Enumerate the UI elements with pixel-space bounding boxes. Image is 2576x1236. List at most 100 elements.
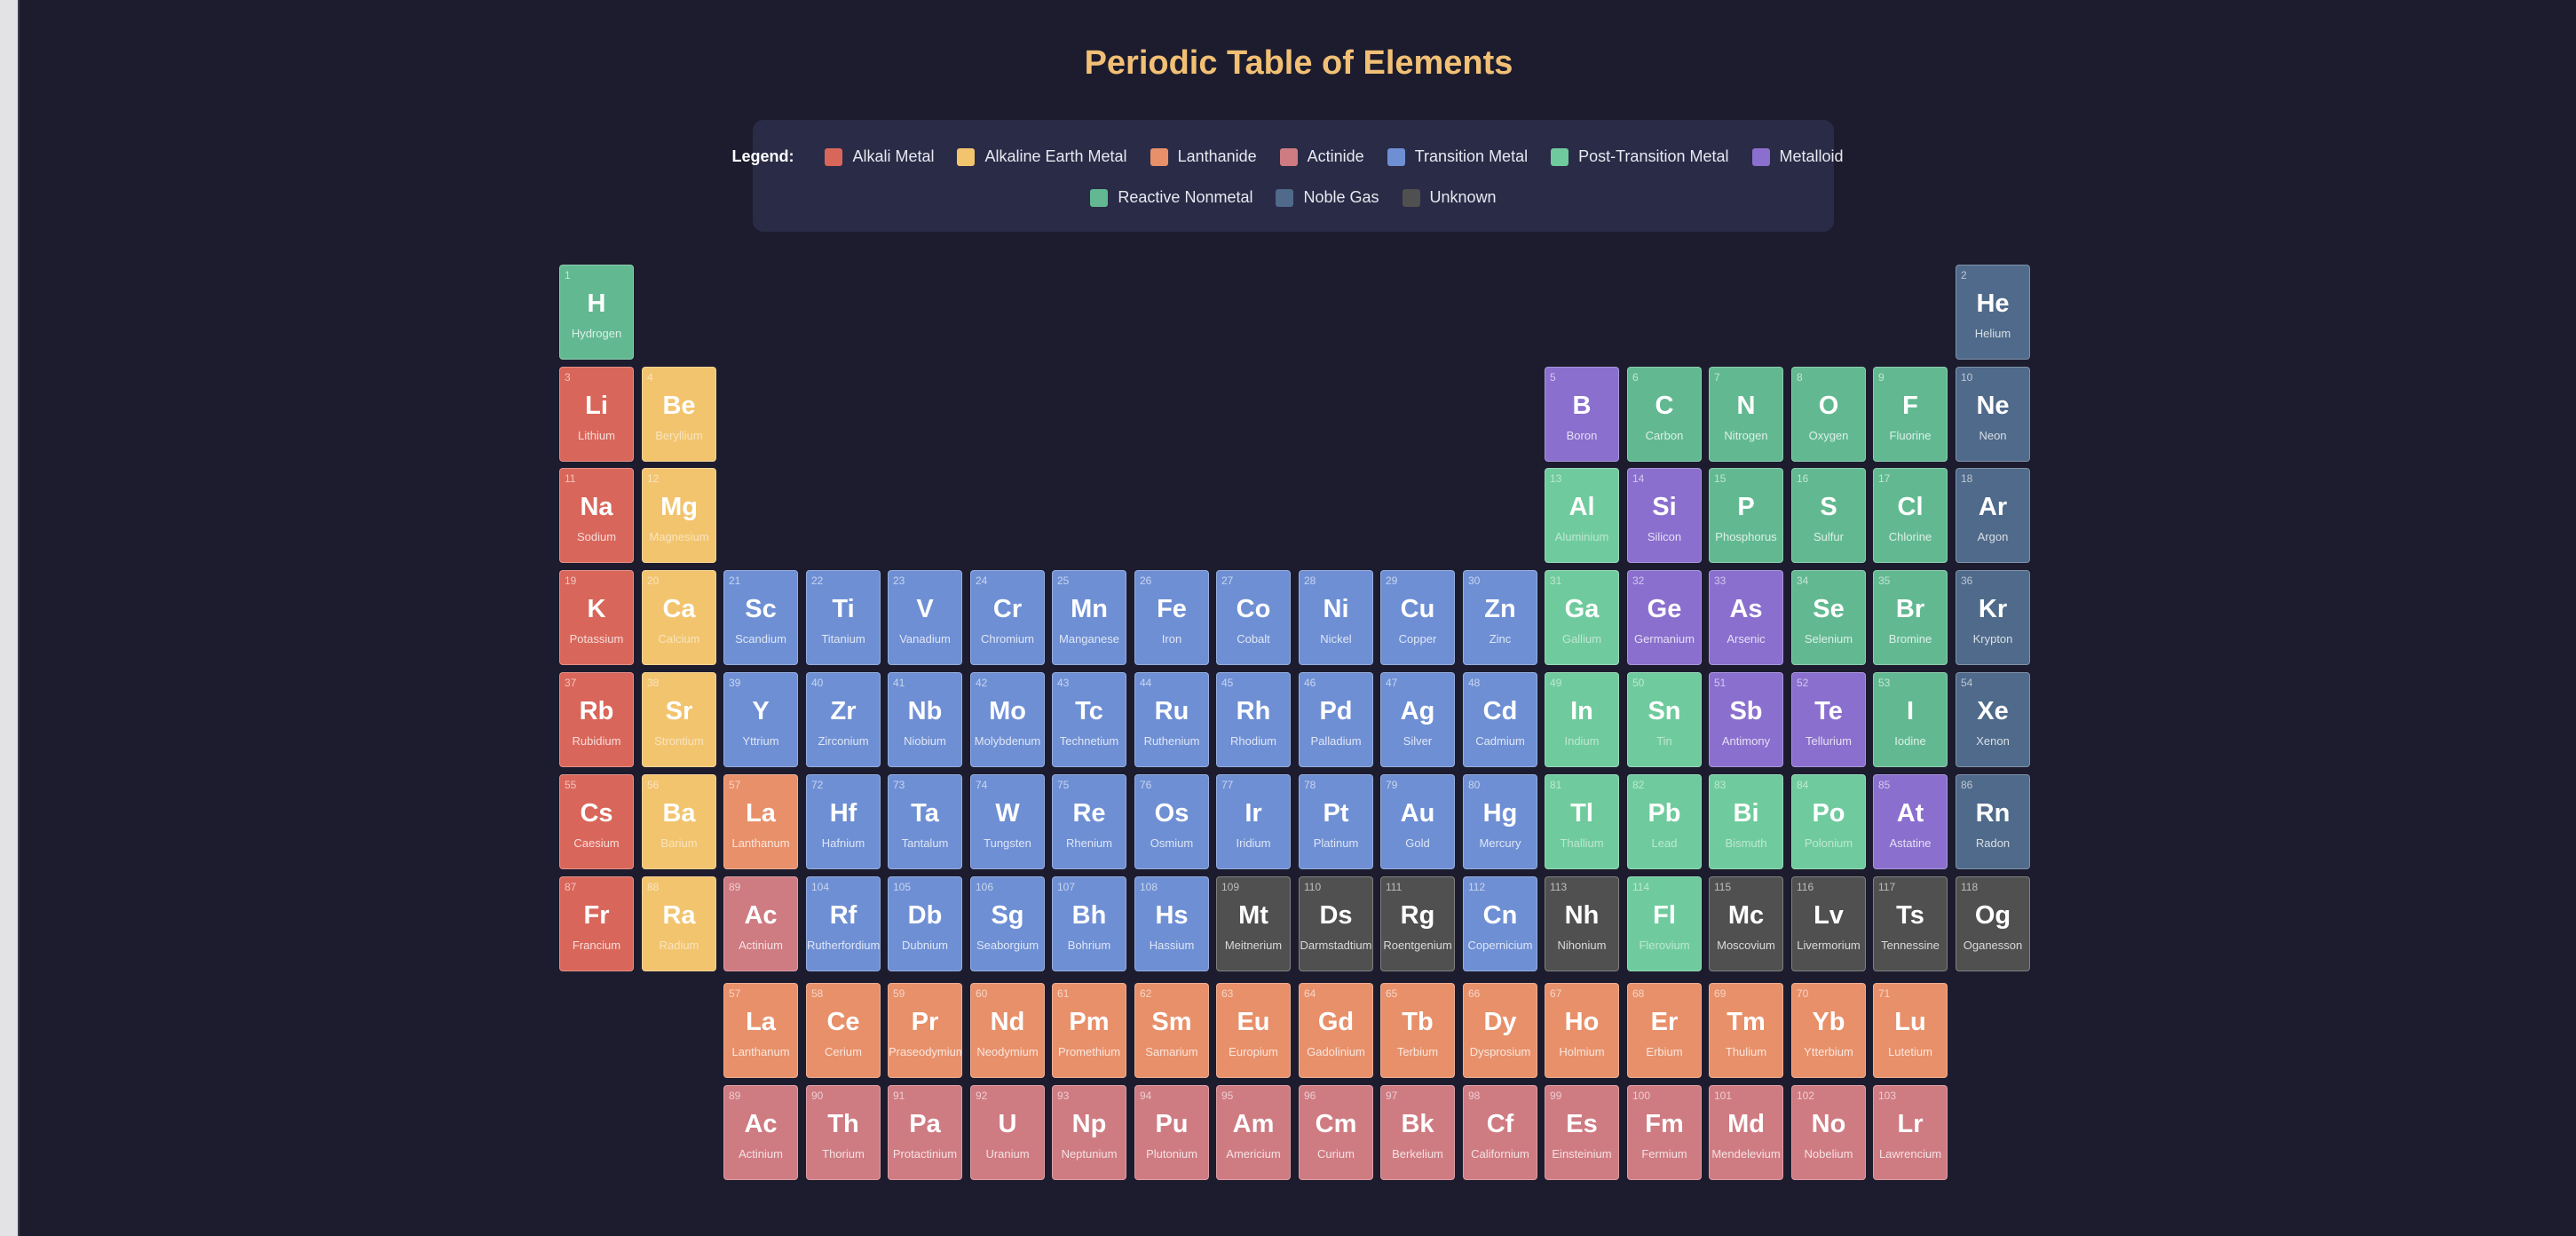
element-cell-er[interactable]: 68 Er Erbium (1627, 983, 1702, 1078)
element-cell-tb[interactable]: 65 Tb Terbium (1380, 983, 1455, 1078)
element-cell-w[interactable]: 74 W Tungsten (970, 774, 1045, 869)
element-cell-cs[interactable]: 55 Cs Caesium (559, 774, 634, 869)
element-cell-tc[interactable]: 43 Tc Technetium (1052, 672, 1126, 767)
element-cell-at[interactable]: 85 At Astatine (1873, 774, 1948, 869)
element-cell-sm[interactable]: 62 Sm Samarium (1134, 983, 1209, 1078)
element-cell-mn[interactable]: 25 Mn Manganese (1052, 570, 1126, 665)
element-cell-ca[interactable]: 20 Ca Calcium (642, 570, 716, 665)
element-cell-pd[interactable]: 46 Pd Palladium (1299, 672, 1373, 767)
element-cell-ru[interactable]: 44 Ru Ruthenium (1134, 672, 1209, 767)
element-cell-rh[interactable]: 45 Rh Rhodium (1216, 672, 1291, 767)
element-cell-mt[interactable]: 109 Mt Meitnerium (1216, 876, 1291, 971)
element-cell-i[interactable]: 53 I Iodine (1873, 672, 1948, 767)
element-cell-ac[interactable]: 89 Ac Actinium (723, 876, 798, 971)
element-cell-al[interactable]: 13 Al Aluminium (1545, 468, 1619, 563)
element-cell-re[interactable]: 75 Re Rhenium (1052, 774, 1126, 869)
element-cell-pa[interactable]: 91 Pa Protactinium (888, 1085, 962, 1180)
element-cell-am[interactable]: 95 Am Americium (1216, 1085, 1291, 1180)
element-cell-mg[interactable]: 12 Mg Magnesium (642, 468, 716, 563)
element-cell-cl[interactable]: 17 Cl Chlorine (1873, 468, 1948, 563)
element-cell-h[interactable]: 1 H Hydrogen (559, 265, 634, 360)
element-cell-u[interactable]: 92 U Uranium (970, 1085, 1045, 1180)
element-cell-hf[interactable]: 72 Hf Hafnium (806, 774, 881, 869)
element-cell-nh[interactable]: 113 Nh Nihonium (1545, 876, 1619, 971)
element-cell-bh[interactable]: 107 Bh Bohrium (1052, 876, 1126, 971)
element-cell-xe[interactable]: 54 Xe Xenon (1956, 672, 2030, 767)
element-cell-pb[interactable]: 82 Pb Lead (1627, 774, 1702, 869)
element-cell-ne[interactable]: 10 Ne Neon (1956, 367, 2030, 462)
element-cell-o[interactable]: 8 O Oxygen (1791, 367, 1866, 462)
element-cell-ge[interactable]: 32 Ge Germanium (1627, 570, 1702, 665)
element-cell-s[interactable]: 16 S Sulfur (1791, 468, 1866, 563)
element-cell-db[interactable]: 105 Db Dubnium (888, 876, 962, 971)
element-cell-ta[interactable]: 73 Ta Tantalum (888, 774, 962, 869)
element-cell-cn[interactable]: 112 Cn Copernicium (1463, 876, 1537, 971)
element-cell-n[interactable]: 7 N Nitrogen (1709, 367, 1783, 462)
element-cell-c[interactable]: 6 C Carbon (1627, 367, 1702, 462)
element-cell-hs[interactable]: 108 Hs Hassium (1134, 876, 1209, 971)
element-cell-ni[interactable]: 28 Ni Nickel (1299, 570, 1373, 665)
element-cell-cr[interactable]: 24 Cr Chromium (970, 570, 1045, 665)
element-cell-cd[interactable]: 48 Cd Cadmium (1463, 672, 1537, 767)
element-cell-ga[interactable]: 31 Ga Gallium (1545, 570, 1619, 665)
element-cell-co[interactable]: 27 Co Cobalt (1216, 570, 1291, 665)
element-cell-ra[interactable]: 88 Ra Radium (642, 876, 716, 971)
element-cell-ar[interactable]: 18 Ar Argon (1956, 468, 2030, 563)
element-cell-cm[interactable]: 96 Cm Curium (1299, 1085, 1373, 1180)
element-cell-sn[interactable]: 50 Sn Tin (1627, 672, 1702, 767)
element-cell-hg[interactable]: 80 Hg Mercury (1463, 774, 1537, 869)
element-cell-sc[interactable]: 21 Sc Scandium (723, 570, 798, 665)
element-cell-nb[interactable]: 41 Nb Niobium (888, 672, 962, 767)
element-cell-au[interactable]: 79 Au Gold (1380, 774, 1455, 869)
element-cell-as[interactable]: 33 As Arsenic (1709, 570, 1783, 665)
element-cell-sb[interactable]: 51 Sb Antimony (1709, 672, 1783, 767)
element-cell-fm[interactable]: 100 Fm Fermium (1627, 1085, 1702, 1180)
element-cell-na[interactable]: 11 Na Sodium (559, 468, 634, 563)
element-cell-lr[interactable]: 103 Lr Lawrencium (1873, 1085, 1948, 1180)
element-cell-yb[interactable]: 70 Yb Ytterbium (1791, 983, 1866, 1078)
element-cell-f[interactable]: 9 F Fluorine (1873, 367, 1948, 462)
element-cell-rn[interactable]: 86 Rn Radon (1956, 774, 2030, 869)
element-cell-zn[interactable]: 30 Zn Zinc (1463, 570, 1537, 665)
element-cell-br[interactable]: 35 Br Bromine (1873, 570, 1948, 665)
element-cell-ce[interactable]: 58 Ce Cerium (806, 983, 881, 1078)
element-cell-ac[interactable]: 89 Ac Actinium (723, 1085, 798, 1180)
element-cell-p[interactable]: 15 P Phosphorus (1709, 468, 1783, 563)
element-cell-ir[interactable]: 77 Ir Iridium (1216, 774, 1291, 869)
element-cell-np[interactable]: 93 Np Neptunium (1052, 1085, 1126, 1180)
element-cell-in[interactable]: 49 In Indium (1545, 672, 1619, 767)
element-cell-md[interactable]: 101 Md Mendelevium (1709, 1085, 1783, 1180)
element-cell-po[interactable]: 84 Po Polonium (1791, 774, 1866, 869)
element-cell-bk[interactable]: 97 Bk Berkelium (1380, 1085, 1455, 1180)
element-cell-ts[interactable]: 117 Ts Tennessine (1873, 876, 1948, 971)
element-cell-rg[interactable]: 111 Rg Roentgenium (1380, 876, 1455, 971)
element-cell-pm[interactable]: 61 Pm Promethium (1052, 983, 1126, 1078)
element-cell-dy[interactable]: 66 Dy Dysprosium (1463, 983, 1537, 1078)
element-cell-gd[interactable]: 64 Gd Gadolinium (1299, 983, 1373, 1078)
element-cell-tl[interactable]: 81 Tl Thallium (1545, 774, 1619, 869)
element-cell-ds[interactable]: 110 Ds Darmstadtium (1299, 876, 1373, 971)
element-cell-b[interactable]: 5 B Boron (1545, 367, 1619, 462)
element-cell-cf[interactable]: 98 Cf Californium (1463, 1085, 1537, 1180)
element-cell-rf[interactable]: 104 Rf Rutherfordium (806, 876, 881, 971)
element-cell-sg[interactable]: 106 Sg Seaborgium (970, 876, 1045, 971)
element-cell-zr[interactable]: 40 Zr Zirconium (806, 672, 881, 767)
element-cell-y[interactable]: 39 Y Yttrium (723, 672, 798, 767)
element-cell-bi[interactable]: 83 Bi Bismuth (1709, 774, 1783, 869)
element-cell-la[interactable]: 57 La Lanthanum (723, 774, 798, 869)
element-cell-ag[interactable]: 47 Ag Silver (1380, 672, 1455, 767)
element-cell-sr[interactable]: 38 Sr Strontium (642, 672, 716, 767)
element-cell-la[interactable]: 57 La Lanthanum (723, 983, 798, 1078)
element-cell-nd[interactable]: 60 Nd Neodymium (970, 983, 1045, 1078)
element-cell-kr[interactable]: 36 Kr Krypton (1956, 570, 2030, 665)
element-cell-ba[interactable]: 56 Ba Barium (642, 774, 716, 869)
element-cell-pt[interactable]: 78 Pt Platinum (1299, 774, 1373, 869)
element-cell-he[interactable]: 2 He Helium (1956, 265, 2030, 360)
element-cell-lv[interactable]: 116 Lv Livermorium (1791, 876, 1866, 971)
element-cell-pu[interactable]: 94 Pu Plutonium (1134, 1085, 1209, 1180)
element-cell-tm[interactable]: 69 Tm Thulium (1709, 983, 1783, 1078)
element-cell-no[interactable]: 102 No Nobelium (1791, 1085, 1866, 1180)
element-cell-fe[interactable]: 26 Fe Iron (1134, 570, 1209, 665)
element-cell-cu[interactable]: 29 Cu Copper (1380, 570, 1455, 665)
element-cell-ti[interactable]: 22 Ti Titanium (806, 570, 881, 665)
